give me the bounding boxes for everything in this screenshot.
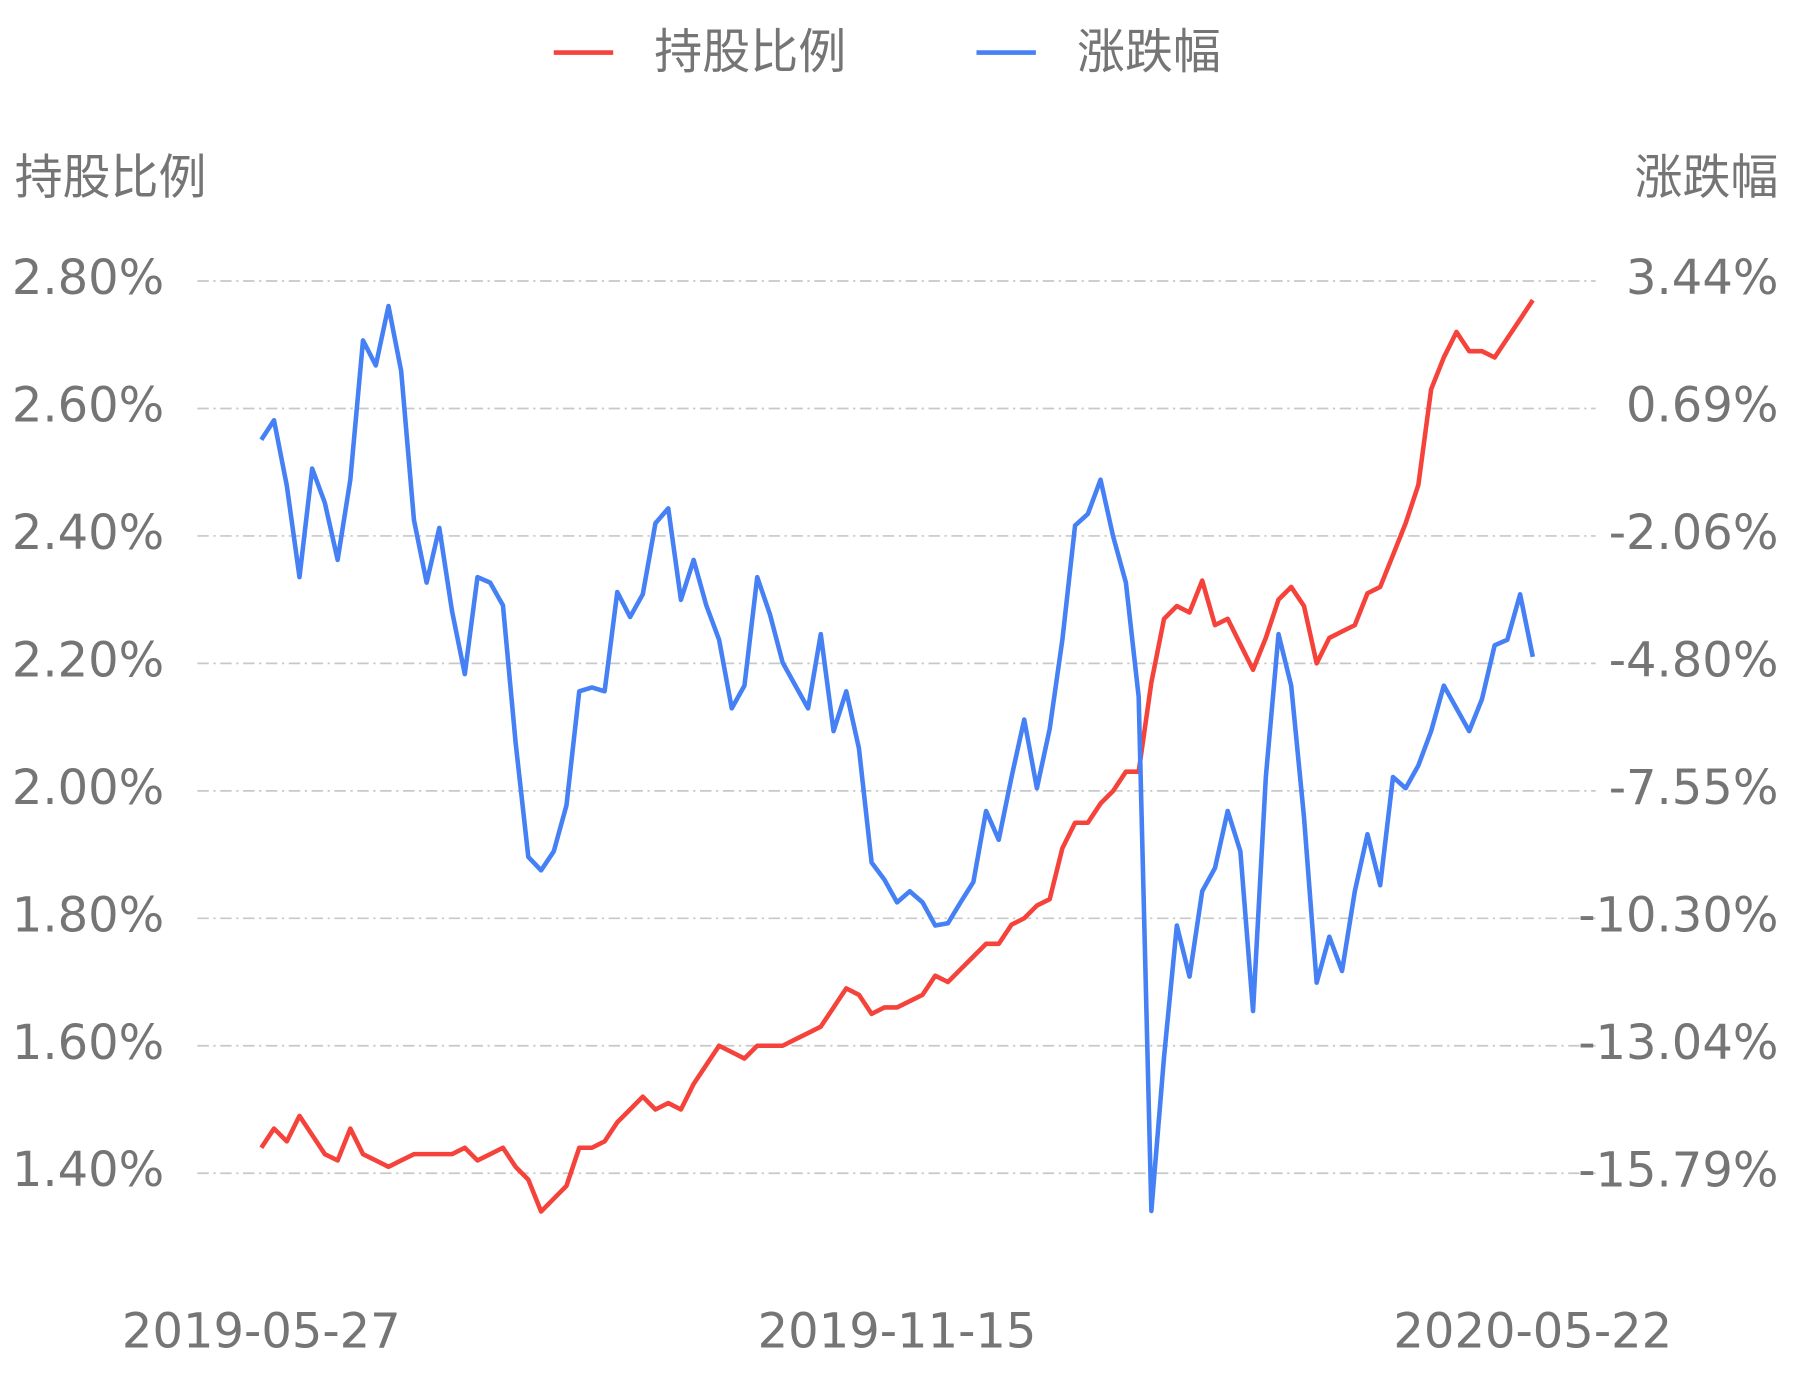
series-line bbox=[259, 298, 1535, 1214]
legend-label: 持股比例 bbox=[654, 24, 846, 80]
y2-tick-label: -10.30% bbox=[1578, 888, 1778, 944]
x-tick-label: 2020-05-22 bbox=[1393, 1303, 1672, 1359]
y-tick-label: 2.20% bbox=[12, 632, 164, 688]
y2-tick-label: -2.06% bbox=[1609, 505, 1779, 561]
legend-label: 涨跌幅 bbox=[1077, 24, 1221, 80]
y-tick-label: 1.40% bbox=[12, 1142, 164, 1198]
x-tick-label: 2019-11-15 bbox=[758, 1303, 1037, 1359]
x-tick-label: 2019-05-27 bbox=[122, 1303, 401, 1359]
y2-tick-label: 3.44% bbox=[1626, 250, 1778, 306]
y-tick-label: 2.80% bbox=[12, 250, 164, 306]
series-line bbox=[259, 303, 1536, 1214]
y-tick-label: 2.00% bbox=[12, 760, 164, 816]
y-tick-label: 1.80% bbox=[12, 887, 164, 943]
y-tick-label: 1.60% bbox=[12, 1015, 164, 1071]
y2-tick-label: -7.55% bbox=[1609, 760, 1779, 816]
y2-tick-label: -15.79% bbox=[1578, 1142, 1778, 1198]
y-tick-label: 2.60% bbox=[12, 377, 164, 433]
y-tick-label: 2.40% bbox=[12, 505, 164, 561]
y2-axis-title: 涨跌幅 bbox=[1634, 149, 1778, 205]
y-axis-title: 持股比例 bbox=[15, 149, 207, 205]
y2-tick-label: 0.69% bbox=[1626, 378, 1778, 434]
y2-tick-label: -4.80% bbox=[1609, 632, 1779, 688]
y2-tick-label: -13.04% bbox=[1578, 1015, 1778, 1071]
